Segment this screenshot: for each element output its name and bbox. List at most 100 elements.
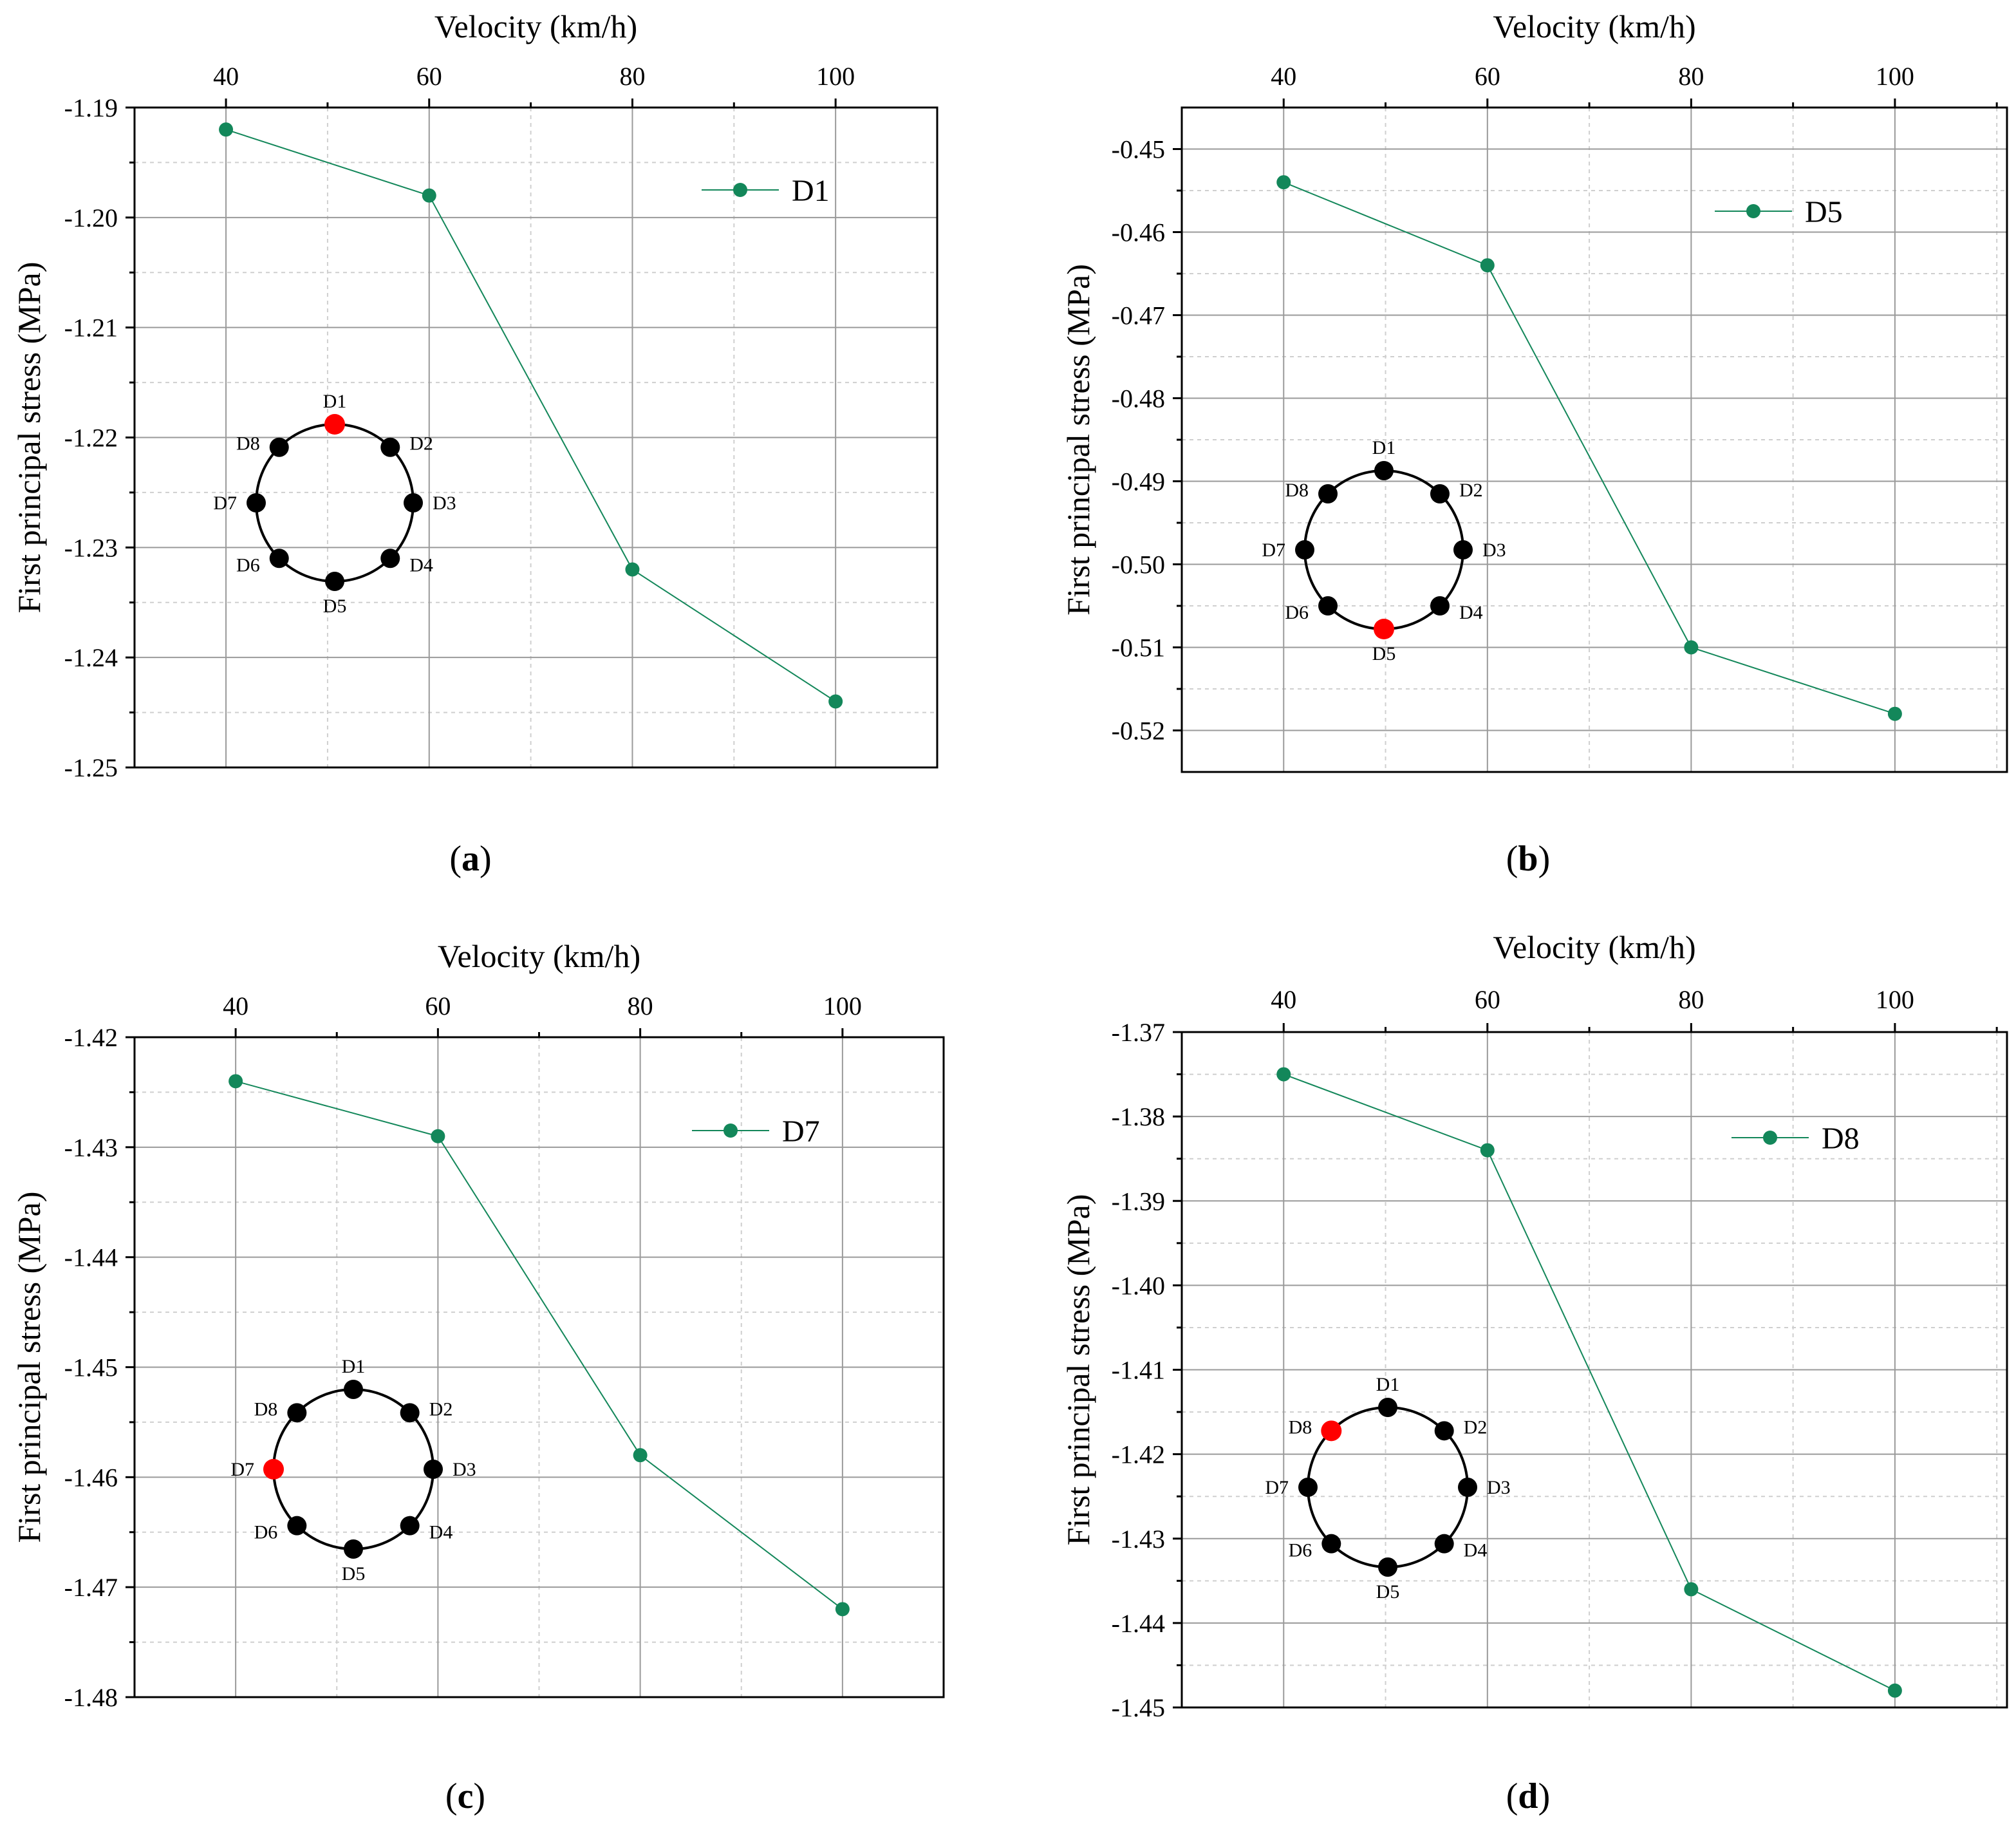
y-axis-title: First principal stress (MPa) — [1060, 1194, 1096, 1546]
ring-node — [400, 1516, 420, 1536]
x-tick-label: 40 — [1271, 62, 1296, 91]
series-line — [235, 1080, 843, 1610]
y-tick-label: -0.47 — [1112, 301, 1165, 330]
y-tick-label: -0.49 — [1112, 467, 1165, 496]
x-tick-label: 60 — [425, 992, 451, 1020]
ring-node — [1453, 540, 1473, 559]
ring-node — [263, 1459, 284, 1480]
ring-node-label: D2 — [429, 1398, 453, 1420]
ring-node — [247, 493, 266, 512]
ring-node-label: D2 — [409, 433, 433, 455]
series-line — [225, 129, 836, 702]
data-point — [1276, 1067, 1291, 1082]
ring-node-label: D4 — [429, 1522, 453, 1543]
ring-node-label: D1 — [342, 1356, 366, 1377]
data-point — [633, 1448, 648, 1463]
y-tick-label: -0.50 — [1112, 550, 1165, 579]
ring-node — [404, 493, 423, 512]
x-tick-label: 80 — [628, 992, 653, 1020]
ring-node-label: D5 — [323, 596, 347, 617]
data-point — [1684, 640, 1699, 655]
panel-label-part: ) — [1538, 1776, 1551, 1816]
data-point — [835, 1602, 850, 1617]
y-tick-label: -1.46 — [64, 1463, 118, 1492]
data-point — [422, 188, 436, 203]
y-tick-label: -0.52 — [1112, 717, 1165, 746]
panel-label: (b) — [1506, 839, 1550, 879]
data-point — [1887, 706, 1902, 721]
panel-label-part: ( — [1506, 839, 1518, 879]
ring-node — [325, 572, 344, 591]
ring-node-label: D8 — [1289, 1416, 1312, 1438]
x-axis-title: Velocity (km/h) — [1493, 8, 1695, 44]
panel-label: (d) — [1506, 1776, 1550, 1816]
x-tick-label: 60 — [1475, 62, 1500, 91]
legend-marker — [723, 1123, 738, 1138]
ring-node — [269, 437, 289, 457]
ring-node-label: D1 — [1376, 1374, 1400, 1395]
ring-node-label: D4 — [1459, 602, 1483, 623]
ring-node — [1318, 596, 1338, 616]
ring-node — [344, 1539, 363, 1559]
ring-node-label: D3 — [1487, 1477, 1511, 1498]
ring-node — [1374, 461, 1394, 480]
legend-label: D1 — [792, 174, 830, 208]
x-tick-label: 40 — [213, 62, 239, 91]
x-tick-label: 80 — [1678, 985, 1704, 1014]
ring-node — [1318, 484, 1338, 504]
ring-node-label: D3 — [1482, 540, 1506, 561]
ring-node-label: D2 — [1464, 1416, 1488, 1438]
legend-label: D7 — [782, 1114, 820, 1149]
ring-node — [400, 1403, 420, 1423]
ring-node-label: D3 — [433, 493, 456, 514]
y-tick-label: -1.45 — [1112, 1693, 1165, 1722]
ring-node — [287, 1516, 307, 1536]
ring-node — [287, 1403, 307, 1423]
ring-node-label: D6 — [236, 554, 260, 576]
ring-node-label: D5 — [1376, 1581, 1400, 1603]
panel-label: (c) — [445, 1776, 485, 1816]
x-axis-title: Velocity (km/h) — [438, 938, 640, 974]
panel-label: (a) — [449, 839, 491, 879]
ring-node — [1374, 619, 1394, 639]
data-point — [1684, 1582, 1699, 1597]
y-tick-label: -1.22 — [64, 424, 118, 453]
y-tick-label: -1.42 — [1112, 1440, 1165, 1469]
ring-node-label: D7 — [213, 493, 237, 514]
ring-node — [324, 414, 345, 435]
series-line — [1283, 1073, 1896, 1691]
panel-label-part: ( — [449, 839, 462, 879]
chart-panel-a: 40 60 80 100 -1.19 -1.20 -1.21 -1.22 -1.23 -1.24 -… — [11, 8, 938, 879]
y-tick-label: -1.43 — [1112, 1525, 1165, 1554]
y-tick-label: -1.45 — [64, 1353, 118, 1382]
y-tick-label: -1.48 — [64, 1683, 118, 1712]
y-tick-label: -1.41 — [1112, 1356, 1165, 1385]
y-tick-label: -1.44 — [1112, 1609, 1165, 1638]
chart-panel-c: 40 60 80 100 -1.42 -1.43 -1.44 -1.45 -1.46 -1.47 -… — [11, 938, 945, 1816]
ring-node — [1378, 1557, 1397, 1577]
ring-node — [424, 1460, 443, 1479]
ring-node — [1378, 1398, 1397, 1417]
legend-label: D8 — [1822, 1122, 1860, 1156]
x-axis-title: Velocity (km/h) — [434, 8, 637, 44]
data-point — [1276, 175, 1291, 190]
x-axis-title: Velocity (km/h) — [1493, 929, 1695, 965]
legend-marker — [1763, 1131, 1777, 1145]
ring-node-label: D6 — [1285, 602, 1309, 623]
y-tick-label: -1.47 — [64, 1573, 118, 1602]
data-point — [1480, 258, 1495, 273]
data-point — [431, 1129, 445, 1143]
y-tick-label: -0.48 — [1112, 384, 1165, 413]
chart-panel-d: 40 60 80 100 -1.37 -1.38 -1.39 -1.40 -1.41 -1.42 -… — [1060, 929, 2008, 1816]
y-tick-label: -1.44 — [64, 1243, 118, 1272]
ring-node — [1430, 484, 1450, 504]
x-tick-label: 100 — [1876, 985, 1914, 1014]
sensor-ring-inset: D1 D2 D3 D4 D5 D6 D7 D8 — [213, 391, 456, 617]
panel-label-part: ) — [480, 839, 492, 879]
y-tick-label: -0.45 — [1112, 135, 1165, 164]
data-point — [1480, 1143, 1495, 1158]
data-point — [219, 122, 234, 137]
data-point — [828, 694, 843, 709]
x-tick-label: 100 — [816, 62, 855, 91]
panel-label-part: ) — [473, 1776, 485, 1816]
